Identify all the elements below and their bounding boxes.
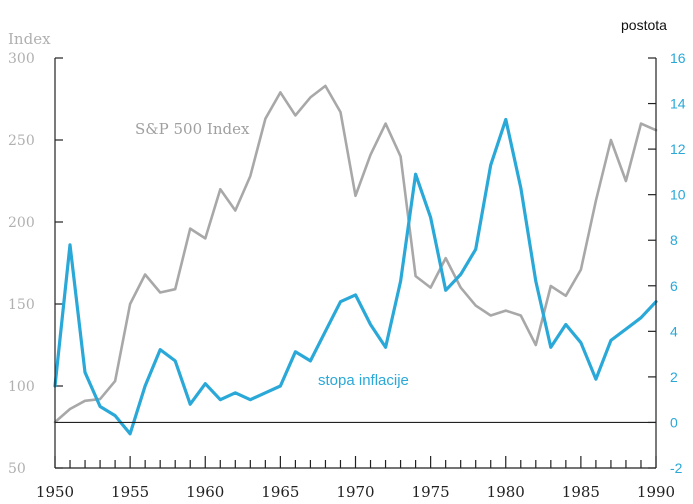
x-tick-label: 1970 <box>336 483 374 501</box>
right-tick-label: 0 <box>670 414 678 430</box>
series-label-inflation: stopa inflacije <box>318 372 409 389</box>
right-tick-label: 6 <box>670 278 678 294</box>
left-axis-ticks: 50 100 150 200 250 300 <box>8 51 63 477</box>
right-tick-label: 2 <box>670 369 678 385</box>
right-tick-label: 10 <box>670 187 686 203</box>
right-tick-label: -2 <box>670 460 683 476</box>
series-line-sp500 <box>53 84 658 424</box>
left-tick-label: 100 <box>8 379 35 395</box>
left-tick-label: 150 <box>8 297 35 313</box>
right-tick-label: 14 <box>670 96 686 112</box>
x-tick-label: 1975 <box>412 483 450 501</box>
x-tick-label: 1960 <box>186 483 224 501</box>
left-tick-label: 200 <box>8 215 35 231</box>
series-line-inflation <box>53 117 658 436</box>
left-tick-label: 300 <box>8 51 35 67</box>
x-tick-label: 1965 <box>261 483 299 501</box>
left-tick-label: 50 <box>8 461 26 477</box>
left-tick-label: 250 <box>8 133 35 149</box>
x-tick-label: 1980 <box>487 483 525 501</box>
right-tick-label: 12 <box>670 141 686 157</box>
right-tick-label: 16 <box>670 50 686 66</box>
x-tick-label: 1985 <box>562 483 600 501</box>
x-tick-label: 1950 <box>36 483 74 501</box>
right-axis-label: postota <box>621 17 667 33</box>
x-axis-ticks: 1950 1955 1960 1965 1970 1975 1980 1985 1990 <box>36 456 675 501</box>
x-tick-label: 1955 <box>111 483 149 501</box>
right-axis-ticks: -2 0 2 4 6 8 10 12 14 16 <box>648 50 686 476</box>
right-tick-label: 8 <box>670 232 678 248</box>
left-axis-label: Index <box>8 30 51 48</box>
right-tick-label: 4 <box>670 323 678 339</box>
x-tick-label: 1990 <box>637 483 675 501</box>
series-label-sp500: S&P 500 Index <box>135 120 250 138</box>
series-layer <box>53 84 658 436</box>
